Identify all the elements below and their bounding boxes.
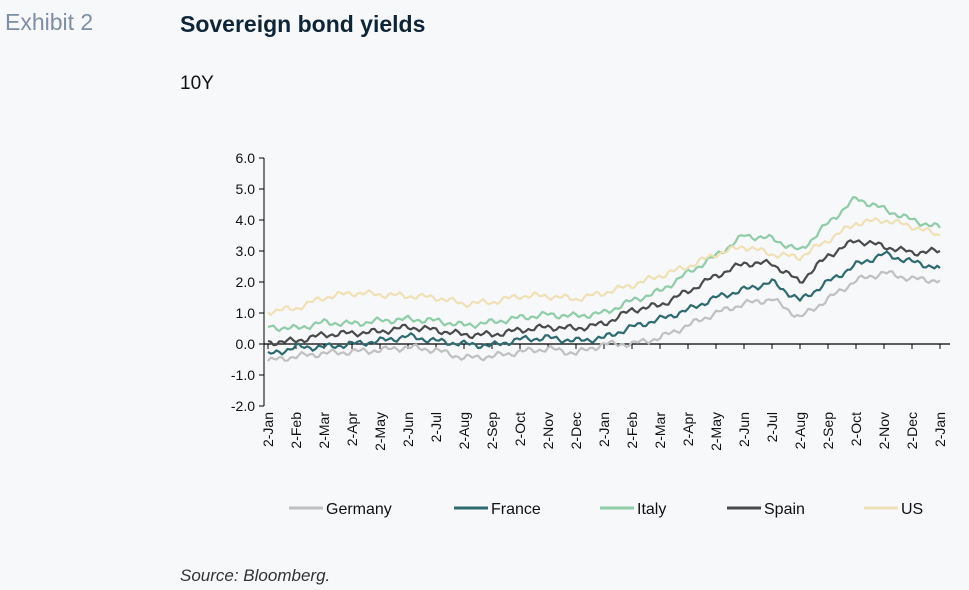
x-tick-label: 2-Oct: [848, 412, 864, 446]
chart-title: Sovereign bond yields: [180, 11, 426, 37]
x-tick-label: 2-Nov: [876, 412, 892, 449]
x-tick-label: 2-Aug: [456, 412, 472, 449]
y-tick-label: 1.0: [236, 305, 256, 321]
x-tick-label: 2-May: [372, 412, 388, 451]
series-line-us: [267, 217, 941, 316]
y-tick-label: 5.0: [236, 181, 256, 197]
y-tick-label: 0.0: [236, 336, 256, 352]
y-tick-label: 4.0: [236, 212, 256, 228]
x-tick-label: 2-Dec: [904, 412, 920, 449]
y-tick-label: 6.0: [236, 150, 256, 166]
legend-item-germany: Germany: [289, 501, 392, 518]
series-line-france: [267, 250, 941, 356]
legend-label: Spain: [764, 501, 805, 518]
x-tick-label: 2-Jul: [764, 412, 780, 442]
x-tick-label: 2-Jun: [736, 412, 752, 447]
x-axis: 2-Jan 2-Feb 2-Mar 2-Apr 2-May 2-Jun 2-Jul 2-Aug…: [260, 343, 950, 451]
x-tick-label: 2-Feb: [288, 412, 304, 449]
legend-item-us: US: [864, 501, 923, 518]
x-tick-label: 2-Dec: [568, 412, 584, 449]
legend-item-france: France: [454, 501, 541, 518]
x-tick-label: 2-Aug: [792, 412, 808, 449]
legend-label: Italy: [637, 501, 666, 518]
x-tick-label: 2-Oct: [512, 412, 528, 446]
legend-label: France: [491, 501, 541, 518]
x-tick-label: 2-Jul: [428, 412, 444, 442]
legend-item-spain: Spain: [727, 501, 805, 518]
series-line-germany: [267, 270, 941, 362]
y-tick-label: 2.0: [236, 274, 256, 290]
y-tick-label: -2.0: [231, 398, 255, 414]
legend: Germany France Italy Spain US: [289, 501, 923, 518]
legend-item-italy: Italy: [600, 501, 666, 518]
x-tick-label: 2-Nov: [540, 412, 556, 449]
x-tick-label: 2-Apr: [344, 412, 360, 447]
chart-subtitle: 10Y: [180, 73, 214, 94]
y-tick-label: -1.0: [231, 367, 255, 383]
source-note: Source: Bloomberg.: [180, 566, 331, 585]
legend-label: Germany: [326, 501, 392, 518]
x-tick-label: 2-May: [708, 412, 724, 451]
x-tick-label: 2-Mar: [652, 412, 668, 449]
x-tick-label: 2-Jan: [596, 412, 612, 447]
x-tick-label: 2-Feb: [624, 412, 640, 449]
x-tick-label: 2-Jun: [400, 412, 416, 447]
x-tick-label: 2-Apr: [680, 412, 696, 447]
x-tick-label: 2-Jan: [932, 412, 948, 447]
x-tick-label: 2-Mar: [316, 412, 332, 449]
chart-area: 6.0 5.0 4.0 3.0 2.0 1.0 0.0 -1.0 -2.0 2-Jan 2-Feb…: [231, 150, 950, 518]
y-axis: 6.0 5.0 4.0 3.0 2.0 1.0 0.0 -1.0 -2.0: [231, 150, 265, 414]
x-tick-label: 2-Jan: [260, 412, 276, 447]
x-tick-label: 2-Sep: [484, 412, 500, 450]
series-line-italy: [267, 196, 941, 333]
exhibit-label: Exhibit 2: [5, 9, 94, 35]
y-tick-label: 3.0: [236, 243, 256, 259]
legend-label: US: [901, 501, 923, 518]
x-tick-label: 2-Sep: [820, 412, 836, 450]
series-lines: [267, 196, 941, 362]
series-line-spain: [267, 239, 941, 347]
